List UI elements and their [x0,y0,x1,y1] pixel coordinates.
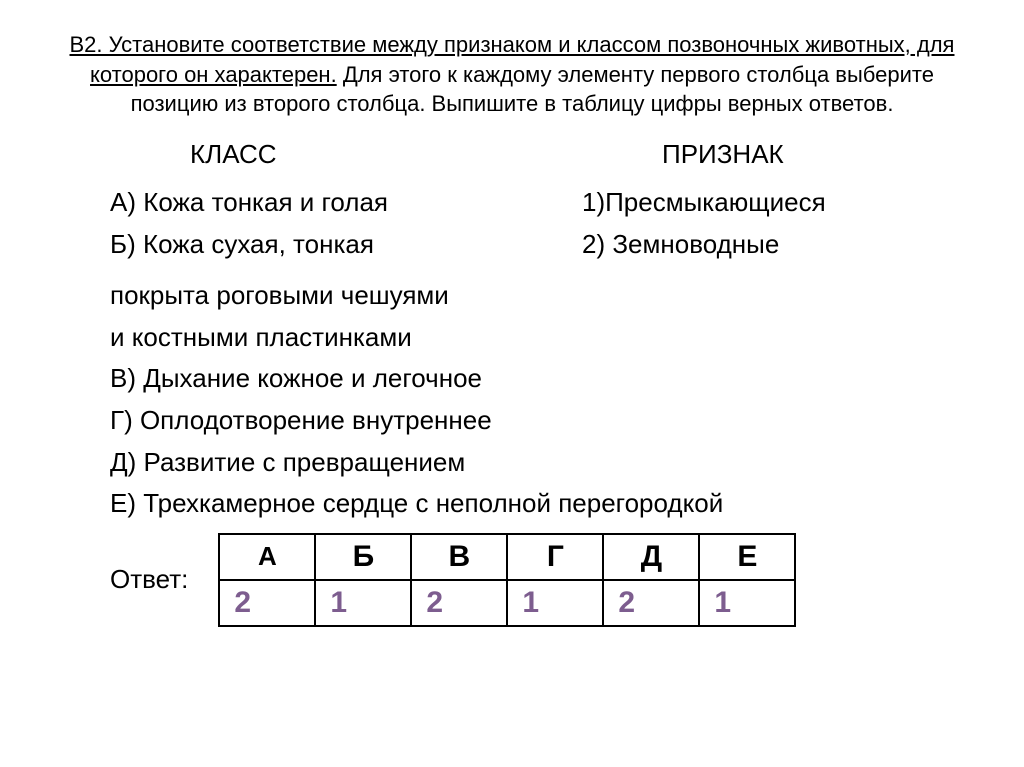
left-header: КЛАСС [110,139,512,170]
table-header-cell: Б [315,534,411,580]
table-value-cell: 1 [315,580,411,626]
right-item-1: 1)Пресмыкающиеся [532,182,974,224]
table-value-cell: 2 [411,580,507,626]
answer-label: Ответ: [110,564,188,595]
line-1: покрыта роговыми чешуями [50,275,974,317]
table-value-cell: 1 [699,580,795,626]
line-5: Д) Развитие с превращением [50,442,974,484]
right-header: ПРИЗНАК [532,139,974,170]
table-header-row: А Б В Г Д Е [219,534,795,580]
instruction-block: В2. Установите соответствие между призна… [50,30,974,119]
right-column: ПРИЗНАК 1)Пресмыкающиеся 2) Земноводные [512,139,974,265]
line-2: и костными пластинками [50,317,974,359]
line-3: В) Дыхание кожное и легочное [50,358,974,400]
left-item-a: А) Кожа тонкая и голая [110,182,512,224]
table-value-cell: 2 [219,580,315,626]
left-column: КЛАСС А) Кожа тонкая и голая Б) Кожа сух… [50,139,512,265]
table-value-cell: 1 [507,580,603,626]
table-header-cell: Г [507,534,603,580]
table-header-cell: Д [603,534,699,580]
left-item-b: Б) Кожа сухая, тонкая [110,224,512,266]
table-header-cell: В [411,534,507,580]
table-header-cell: Е [699,534,795,580]
answer-table: А Б В Г Д Е 2 1 2 1 2 1 [218,533,796,627]
table-value-cell: 2 [603,580,699,626]
line-4: Г) Оплодотворение внутреннее [50,400,974,442]
right-item-2: 2) Земноводные [532,224,974,266]
table-value-row: 2 1 2 1 2 1 [219,580,795,626]
table-header-cell: А [219,534,315,580]
line-6: Е) Трехкамерное сердце с неполной перего… [50,483,974,525]
answer-row: Ответ: А Б В Г Д Е 2 1 2 1 2 1 [50,533,974,627]
columns-wrap: КЛАСС А) Кожа тонкая и голая Б) Кожа сух… [50,139,974,265]
